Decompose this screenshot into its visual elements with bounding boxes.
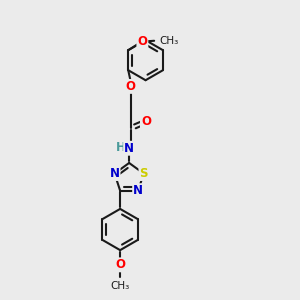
Text: S: S: [140, 167, 148, 180]
Text: O: O: [137, 35, 147, 48]
Text: O: O: [126, 80, 136, 93]
Text: N: N: [133, 184, 143, 197]
Text: CH₃: CH₃: [110, 281, 130, 291]
Text: CH₃: CH₃: [159, 36, 178, 46]
Text: H: H: [116, 141, 126, 154]
Text: N: N: [110, 167, 120, 180]
Text: N: N: [124, 142, 134, 155]
Text: O: O: [115, 258, 125, 272]
Text: O: O: [141, 115, 151, 128]
